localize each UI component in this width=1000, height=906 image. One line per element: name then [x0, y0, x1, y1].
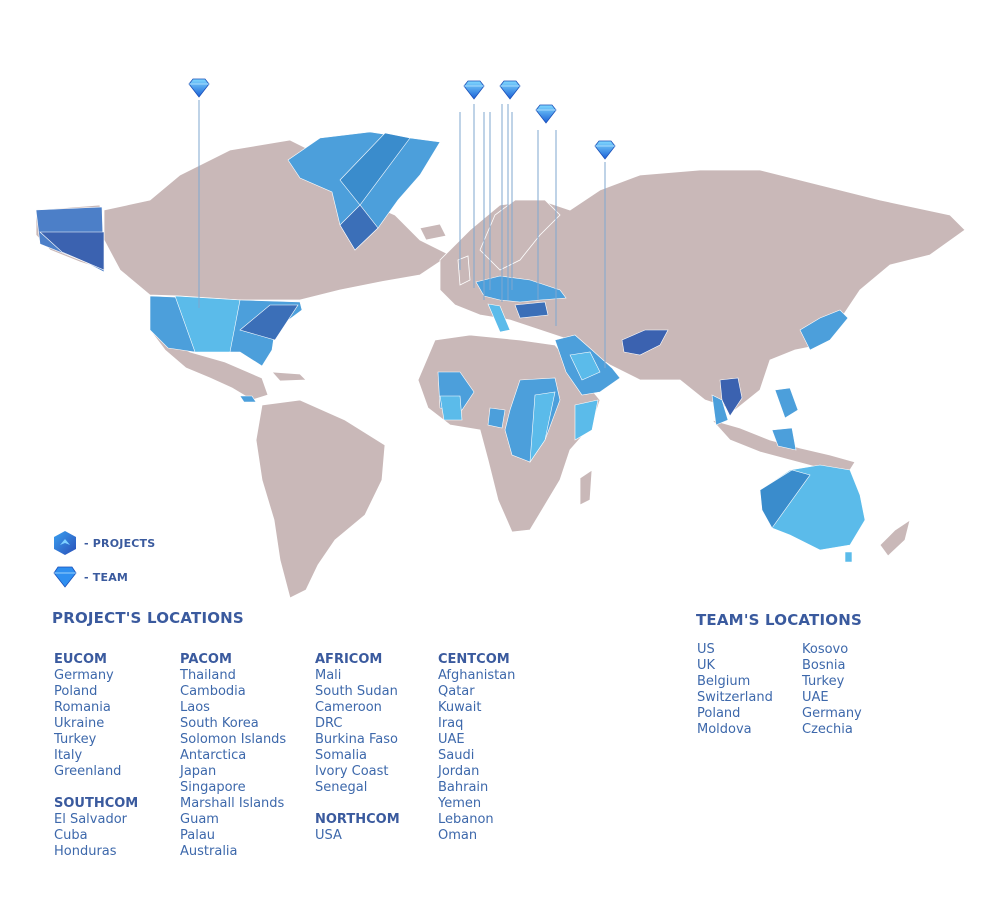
list-item: Iraq: [438, 716, 464, 731]
group-heading: NORTHCOM: [315, 812, 400, 827]
list-item: Czechia: [802, 722, 853, 737]
list-item: Afghanistan: [438, 668, 516, 683]
list-item: Australia: [180, 844, 238, 859]
team-column-1: US UK Belgium Switzerland Poland Moldova: [697, 642, 773, 738]
list-item: DRC: [315, 716, 343, 731]
list-item: Poland: [697, 706, 741, 721]
team-markers: [188, 78, 616, 160]
projects-title: PROJECT'S LOCATIONS: [52, 609, 244, 627]
list-item: Switzerland: [697, 690, 773, 705]
diamond-icon: [499, 80, 521, 100]
list-item: Poland: [54, 684, 98, 699]
projects-column-1: EUCOM Germany Poland Romania Ukraine Tur…: [54, 652, 138, 860]
diamond-icon: [463, 80, 485, 100]
list-item: Solomon Islands: [180, 732, 287, 747]
list-item: Moldova: [697, 722, 752, 737]
list-item: UAE: [802, 690, 829, 705]
diamond-icon: [53, 566, 77, 588]
list-item: Yemen: [438, 796, 482, 811]
list-item: El Salvador: [54, 812, 127, 827]
list-item: Mali: [315, 668, 342, 683]
projects-column-3: AFRICOM Mali South Sudan Cameroon DRC Bu…: [315, 652, 400, 844]
thailand-highlight: [719, 377, 743, 417]
list-item: UAE: [438, 732, 465, 747]
list-item: Ukraine: [54, 716, 105, 731]
projects-column-4: CENTCOM Afghanistan Qatar Kuwait Iraq UA…: [438, 652, 515, 844]
list-item: Germany: [54, 668, 114, 683]
list-item: Italy: [54, 748, 83, 763]
list-item: Turkey: [802, 674, 845, 689]
project-hexagon-icon: [54, 531, 76, 555]
europe-highlight: [475, 275, 567, 303]
madagascar-land: [579, 469, 593, 506]
list-item: US: [697, 642, 715, 657]
list-item: Cuba: [54, 828, 88, 843]
south-america-land: [255, 399, 386, 599]
list-item: Bosnia: [802, 658, 846, 673]
list-item: South Sudan: [315, 684, 398, 699]
list-item: Thailand: [180, 668, 236, 683]
list-item: Cambodia: [180, 684, 246, 699]
team-marker-lines: [198, 100, 606, 368]
afghanistan-highlight: [621, 329, 669, 356]
list-item: Cameroon: [315, 700, 382, 715]
list-item: Senegal: [315, 780, 368, 795]
list-item: Lebanon: [438, 812, 494, 827]
list-item: Burkina Faso: [315, 732, 398, 747]
group-heading: SOUTHCOM: [54, 796, 139, 811]
list-item: Greenland: [54, 764, 122, 779]
japan-highlight: [799, 309, 849, 351]
diamond-icon: [594, 140, 616, 160]
list-item: Antarctica: [180, 748, 247, 763]
legend-team: - TEAM: [52, 566, 128, 588]
highlighted-countries: [35, 131, 866, 563]
list-item: Romania: [54, 700, 111, 715]
list-item: Jordan: [438, 764, 480, 779]
list-item: UK: [697, 658, 716, 673]
caribbean-land: [271, 371, 307, 382]
list-item: Qatar: [438, 684, 475, 699]
group-heading: CENTCOM: [438, 652, 510, 667]
group-heading: EUCOM: [54, 652, 107, 667]
legend-projects-label: - PROJECTS: [84, 536, 156, 550]
list-item: Japan: [180, 764, 217, 779]
list-item: Palau: [180, 828, 216, 843]
group-heading: PACOM: [180, 652, 232, 667]
list-item: Oman: [438, 828, 478, 843]
legend-projects: - PROJECTS: [52, 530, 155, 556]
list-item: Guam: [180, 812, 219, 827]
list-item: Saudi: [438, 748, 475, 763]
team-column-2: Kosovo Bosnia Turkey UAE Germany Czechia: [802, 642, 862, 738]
iceland-land: [419, 223, 447, 241]
list-item: Ivory Coast: [315, 764, 389, 779]
list-item: Somalia: [315, 748, 368, 763]
diamond-icon: [535, 104, 557, 124]
list-item: Kuwait: [438, 700, 482, 715]
list-item: Marshall Islands: [180, 796, 285, 811]
team-title: TEAM'S LOCATIONS: [696, 611, 862, 629]
diamond-icon: [188, 78, 210, 98]
list-item: Germany: [802, 706, 862, 721]
list-item: Kosovo: [802, 642, 849, 657]
list-item: Singapore: [180, 780, 246, 795]
projects-column-2: PACOM Thailand Cambodia Laos South Korea…: [180, 652, 286, 860]
list-item: Laos: [180, 700, 210, 715]
north-america-land: [103, 139, 451, 301]
list-item: South Korea: [180, 716, 259, 731]
legend-team-label: - TEAM: [84, 570, 129, 584]
new-zealand-land: [879, 519, 911, 557]
list-item: Belgium: [697, 674, 751, 689]
list-item: Honduras: [54, 844, 117, 859]
list-item: USA: [315, 828, 342, 843]
list-item: Turkey: [54, 732, 97, 747]
group-heading: AFRICOM: [315, 652, 383, 667]
uk-land: [457, 255, 471, 286]
list-item: Bahrain: [438, 780, 489, 795]
